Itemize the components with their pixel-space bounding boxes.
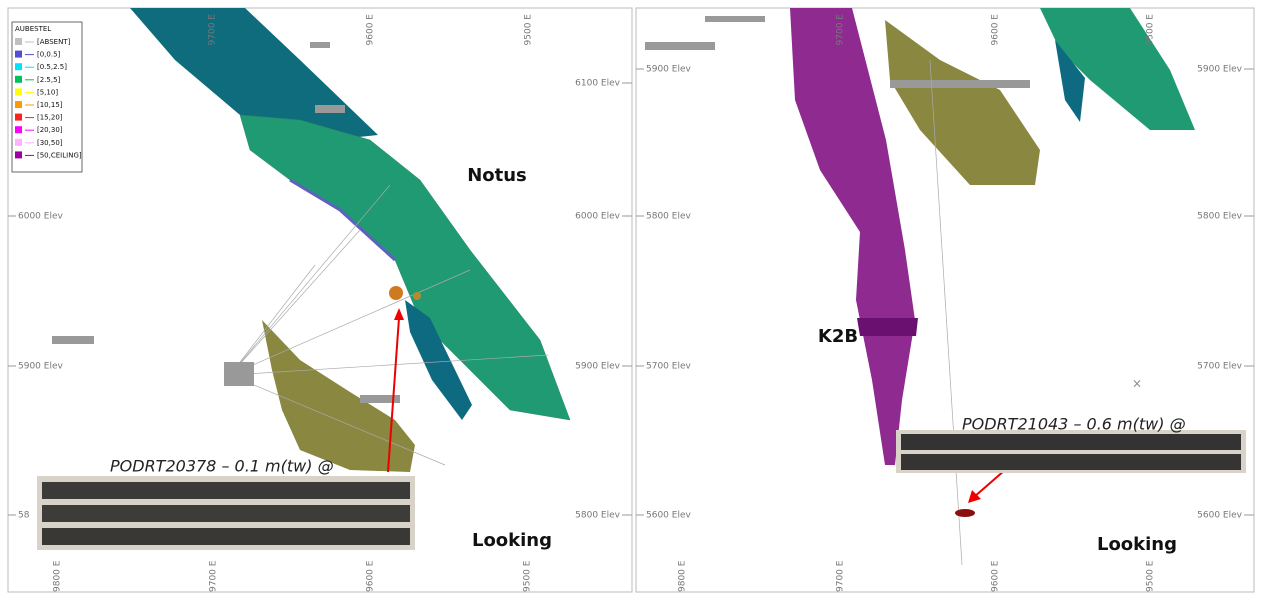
teal-solid — [1055, 40, 1085, 122]
easting-label: 9700 E — [836, 14, 846, 46]
view-direction: Looking — [472, 530, 552, 551]
teal-solid — [405, 300, 472, 420]
legend-label: [2.5,5] — [37, 76, 61, 84]
arrow — [973, 469, 1006, 498]
legend-label: [50,CEILING] — [37, 151, 82, 159]
easting-label: 9800 E — [53, 560, 63, 592]
easting-label: 9700 E — [836, 560, 846, 592]
arrow-head — [968, 490, 981, 503]
elevation-label: 5800 Elev — [1197, 212, 1242, 222]
easting-label: 9500 E — [1146, 14, 1156, 46]
olive-solid — [262, 320, 415, 472]
legend-swatch — [15, 138, 22, 146]
legend-label: [15,20] — [37, 114, 63, 122]
elevation-label: 58 — [18, 511, 30, 521]
band — [857, 318, 918, 336]
assay — [413, 292, 421, 300]
drifts — [52, 42, 400, 403]
olive-solid — [885, 20, 1040, 185]
legend-label: [10,15] — [37, 101, 63, 109]
easting-label: 9600 E — [366, 560, 376, 592]
core-callout: PODRT20378 – 0.1 m(tw) @ — [110, 457, 334, 476]
easting-label: 9700 E — [208, 14, 218, 46]
easting-label: 9500 E — [524, 14, 534, 46]
legend-swatch — [15, 88, 22, 96]
legend-label: [20,30] — [37, 126, 63, 134]
legend-swatch — [15, 75, 22, 83]
legend-swatch — [15, 151, 22, 159]
drifts — [645, 16, 1030, 88]
frame — [635, 7, 1255, 593]
zone-label: K2B — [818, 326, 858, 347]
edge — [289, 178, 397, 262]
legend-swatch — [15, 126, 22, 134]
elevation-label: 5900 Elev — [18, 362, 63, 372]
easting-label: 9600 E — [366, 14, 376, 46]
legend-swatch — [15, 63, 22, 71]
legend-label: [30,50] — [37, 139, 63, 147]
legend-label: [5,10] — [37, 88, 58, 96]
elevation-label: 5700 Elev — [1197, 362, 1242, 372]
easting-label: 9700 E — [209, 560, 219, 592]
elevation-label: 5800 Elev — [575, 511, 620, 521]
arrow-head — [394, 308, 404, 320]
core-photo — [896, 430, 1246, 473]
assay — [955, 509, 975, 517]
legend-swatch — [15, 101, 22, 108]
easting-label: 9500 E — [1146, 560, 1156, 592]
legend-title: AUBESTEL — [15, 25, 51, 33]
legend: AUBESTEL [ABSENT] [0,0.5] [0.5,2.5] [2.5,5]… — [11, 21, 83, 173]
legend-swatch — [15, 38, 22, 45]
elevation-label: 5900 Elev — [575, 362, 620, 372]
elevation-label: 5800 Elev — [646, 212, 691, 222]
marker: × — [1132, 377, 1142, 391]
legend-box — [11, 21, 83, 173]
assay — [389, 286, 403, 300]
core-photo — [37, 476, 415, 550]
elevation-label: 6000 Elev — [18, 212, 63, 222]
elevation-label: 5600 Elev — [646, 511, 691, 521]
drill-traces — [229, 184, 549, 466]
easting-label: 9800 E — [678, 560, 688, 592]
easting-label: 9600 E — [991, 560, 1001, 592]
legend-swatch — [15, 50, 22, 58]
frame — [7, 7, 633, 593]
elevation-label: 5700 Elev — [646, 362, 691, 372]
legend-label: [0,0.5] — [37, 51, 61, 59]
core-callout: PODRT21043 – 0.6 m(tw) @ — [962, 415, 1186, 434]
legend-label: [ABSENT] — [37, 38, 71, 46]
arrow — [387, 317, 400, 473]
elevation-label: 6100 Elev — [575, 79, 620, 89]
legend-swatch — [15, 113, 22, 121]
green-solid — [1040, 8, 1195, 130]
left-panel — [7, 7, 633, 593]
zone-label: Notus — [467, 165, 527, 186]
elevation-label: 5600 Elev — [1197, 511, 1242, 521]
elevation-label: 5900 Elev — [1197, 65, 1242, 75]
labels: 6000 Elev 5900 Elev 58 6100 Elev 6000 Elev 59… — [8, 14, 1254, 592]
easting-label: 9500 E — [523, 560, 533, 592]
drill-trace — [929, 59, 963, 566]
right-panel: × — [635, 7, 1255, 593]
easting-label: 9600 E — [991, 14, 1001, 46]
view-direction: Looking — [1097, 534, 1177, 555]
elevation-label: 6000 Elev — [575, 212, 620, 222]
elevation-label: 5900 Elev — [646, 65, 691, 75]
legend-label: [0.5,2.5] — [37, 63, 67, 71]
purple-solid — [790, 8, 915, 465]
